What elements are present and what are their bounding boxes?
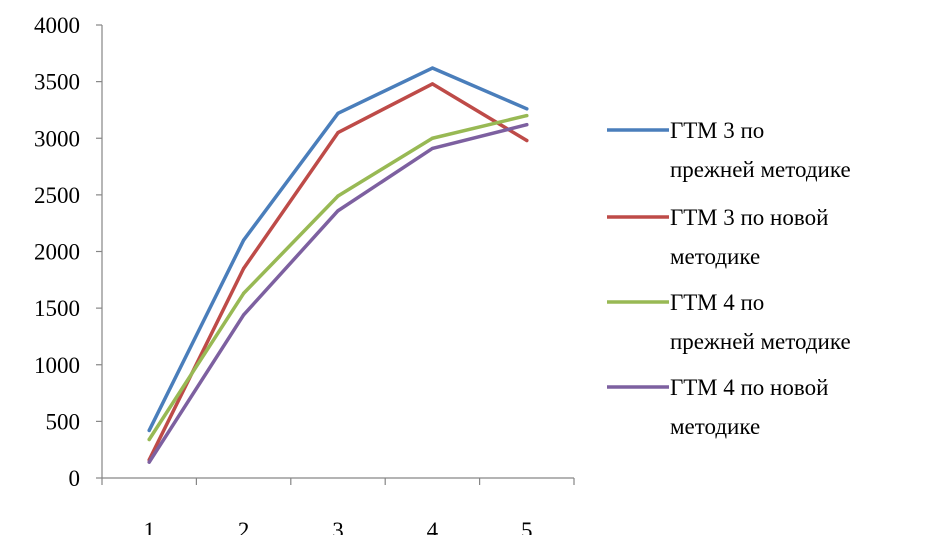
- y-tick-label: 4000: [34, 13, 80, 38]
- x-tick-label: 1: [143, 518, 155, 535]
- series-3-point: [336, 194, 340, 198]
- series-1-point: [336, 111, 340, 115]
- legend-label-3: прежней методике: [670, 329, 851, 354]
- series-3-point: [430, 136, 434, 140]
- series-3-point: [525, 114, 529, 118]
- y-tick-label: 2500: [34, 183, 80, 208]
- series-4-point: [525, 123, 529, 127]
- legend-label-1: ГТМ 3 по: [670, 118, 764, 143]
- x-tick-label: 4: [427, 518, 439, 535]
- legend-label-1: прежней методике: [670, 157, 851, 182]
- series-4-point: [242, 313, 246, 317]
- series-1-point: [147, 428, 151, 433]
- y-tick-label: 1000: [34, 353, 80, 378]
- y-tick-label: 3000: [34, 126, 80, 151]
- x-tick-label: 3: [332, 518, 344, 535]
- series-4-point: [336, 209, 340, 213]
- series-2-point: [336, 130, 340, 135]
- series-line-4: [147, 122, 529, 464]
- series-3-point: [242, 291, 246, 296]
- series-2-point: [430, 82, 434, 86]
- series-1-point: [430, 66, 434, 70]
- series-4-point: [147, 460, 151, 464]
- y-tick-label: 2000: [34, 240, 80, 265]
- y-tick-label: 0: [69, 466, 81, 491]
- legend-label-2: ГТМ 3 по новой: [670, 205, 828, 230]
- series-1-point: [242, 238, 246, 242]
- legend-label-3: ГТМ 4 по: [670, 290, 764, 315]
- x-tick-label: 5: [521, 518, 533, 535]
- x-tick-label: 2: [238, 518, 250, 535]
- series-4-point: [430, 146, 434, 151]
- series-2-point: [242, 266, 246, 271]
- legend-label-4: методике: [670, 414, 760, 439]
- series-2-point: [525, 138, 529, 143]
- legend-label-4: ГТМ 4 по новой: [670, 375, 828, 400]
- y-tick-label: 3500: [34, 70, 80, 95]
- series-1-point: [525, 107, 529, 111]
- series-line-3: [147, 113, 529, 442]
- legend-label-2: методике: [670, 244, 760, 269]
- series-3-point: [147, 437, 151, 442]
- y-tick-label: 1500: [34, 296, 80, 321]
- y-tick-label: 500: [46, 409, 81, 434]
